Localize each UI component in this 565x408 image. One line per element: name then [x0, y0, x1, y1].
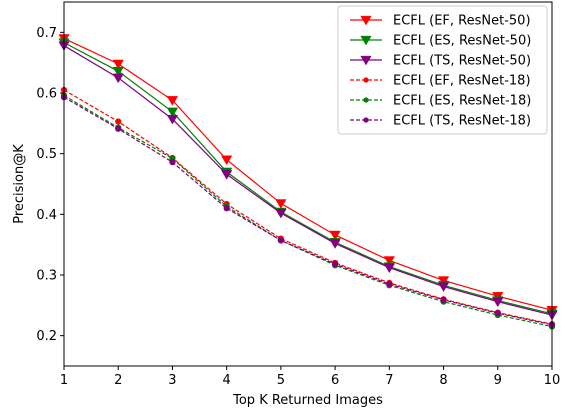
- x-tick-label: 7: [385, 373, 393, 388]
- data-point: [275, 208, 287, 219]
- series-line: [63, 89, 553, 325]
- series-6: [60, 94, 556, 328]
- x-tick-label: 10: [544, 373, 561, 388]
- legend-label: ECFL (TS, ResNet-50): [393, 54, 531, 69]
- legend-marker: [363, 117, 369, 123]
- y-tick-label: 0.5: [36, 147, 57, 162]
- legend: ECFL (EF, ResNet-50) ECFL (ES, ResNet-50)…: [337, 5, 548, 135]
- x-tick-label: 1: [60, 373, 68, 388]
- legend-marker: [363, 77, 369, 83]
- series-3: [58, 41, 558, 321]
- data-point: [492, 297, 504, 308]
- data-point: [112, 59, 124, 70]
- data-point: [383, 263, 395, 274]
- legend-marker: [360, 15, 372, 26]
- legend-marker: [363, 97, 369, 103]
- legend-label: ECFL (EF, ResNet-18): [393, 74, 531, 89]
- x-tick-label: 8: [439, 373, 447, 388]
- legend-item: ECFL (ES, ResNet-18): [350, 94, 531, 109]
- legend-marker: [360, 35, 372, 46]
- legend-label: ECFL (ES, ResNet-50): [393, 34, 531, 49]
- y-tick-label: 0.6: [36, 87, 57, 102]
- data-point: [494, 310, 501, 317]
- data-point: [329, 239, 341, 249]
- legend-item: ECFL (TS, ResNet-50): [350, 54, 531, 69]
- data-point: [166, 114, 179, 125]
- x-tick-label: 6: [331, 373, 339, 388]
- series-layer: [58, 34, 558, 330]
- data-point: [386, 281, 393, 288]
- y-tick-label: 0.4: [36, 208, 57, 223]
- series-line: [63, 42, 553, 315]
- x-tick-label: 9: [494, 373, 502, 388]
- data-point: [440, 296, 447, 303]
- data-point: [115, 118, 122, 125]
- x-axis-label: Top K Returned Images: [232, 393, 383, 408]
- legend-box: [337, 5, 548, 135]
- x-tick-label: 5: [277, 373, 285, 388]
- data-point: [277, 237, 284, 244]
- legend-label: ECFL (TS, ResNet-18): [393, 114, 531, 129]
- x-axis-ticks: 1 2 3 4 5 6 7 8 9 10: [60, 366, 560, 388]
- data-point: [332, 260, 339, 268]
- y-tick-label: 0.7: [36, 26, 57, 41]
- data-point: [166, 96, 179, 106]
- legend-label: ECFL (EF, ResNet-50): [393, 14, 531, 29]
- legend-item: ECFL (EF, ResNet-50): [350, 14, 531, 29]
- data-point: [169, 159, 176, 166]
- legend-marker: [360, 55, 372, 66]
- data-point: [221, 155, 233, 166]
- data-point: [383, 256, 395, 266]
- data-point: [275, 199, 287, 209]
- legend-item: ECFL (ES, ResNet-50): [350, 34, 531, 49]
- y-tick-label: 0.3: [36, 269, 57, 284]
- y-axis-ticks: 0.2 0.3 0.4 0.5 0.6 0.7: [36, 26, 64, 344]
- series-line: [63, 96, 553, 326]
- data-point: [221, 170, 233, 180]
- data-point: [115, 125, 122, 132]
- series-line: [63, 37, 553, 311]
- legend-item: ECFL (TS, ResNet-18): [350, 114, 531, 129]
- data-point: [112, 73, 124, 84]
- y-tick-label: 0.2: [36, 329, 57, 344]
- data-point: [437, 282, 450, 292]
- y-axis-label: Precision@K: [12, 144, 27, 224]
- plot-frame: [63, 1, 553, 367]
- legend-label: ECFL (ES, ResNet-18): [393, 94, 531, 109]
- data-point: [112, 67, 124, 77]
- x-tick-label: 3: [168, 373, 176, 388]
- data-point: [437, 276, 450, 286]
- x-tick-label: 2: [114, 373, 122, 388]
- data-point: [223, 205, 230, 212]
- data-point: [166, 107, 179, 118]
- x-tick-label: 4: [223, 373, 231, 388]
- legend-item: ECFL (EF, ResNet-18): [350, 74, 531, 89]
- data-point: [329, 230, 341, 241]
- series-line: [63, 45, 553, 316]
